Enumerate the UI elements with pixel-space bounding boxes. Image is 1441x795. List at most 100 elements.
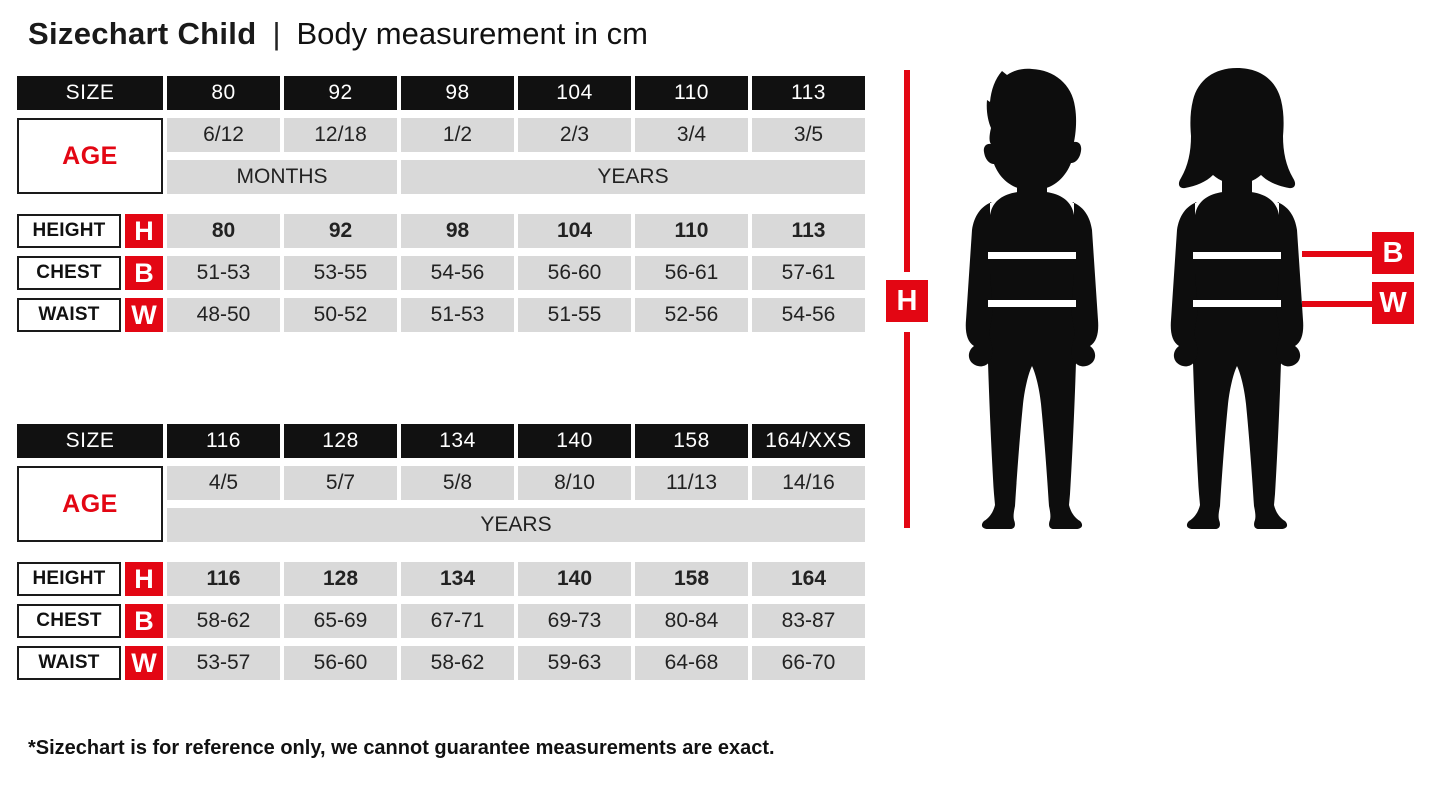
height-cell: 92 — [284, 214, 397, 248]
title-separator: | — [272, 16, 281, 51]
chest-cell: 80-84 — [635, 604, 748, 638]
size-cell: 164/XXS — [752, 424, 865, 458]
chest-cell: 69-73 — [518, 604, 631, 638]
chest-cell: 58-62 — [167, 604, 280, 638]
age-header: AGE — [17, 118, 163, 194]
girl-silhouette — [1150, 64, 1325, 534]
waist-cell: 51-53 — [401, 298, 514, 332]
size-cell: 128 — [284, 424, 397, 458]
waist-label: WAIST — [17, 646, 121, 680]
chest-measure-line — [1302, 251, 1372, 257]
height-marker-badge: H — [886, 280, 928, 322]
footnote: *Sizechart is for reference only, we can… — [28, 737, 775, 759]
size-cell: 134 — [401, 424, 514, 458]
age-cell: 3/5 — [752, 118, 865, 152]
waist-marker-badge: W — [1372, 282, 1414, 324]
boy-left-arm — [965, 202, 993, 367]
size-header: SIZE — [17, 424, 163, 458]
height-cell: 104 — [518, 214, 631, 248]
age-header: AGE — [17, 466, 163, 542]
girl-torso — [1193, 182, 1281, 364]
waist-cell: 54-56 — [752, 298, 865, 332]
age-unit-months: MONTHS — [167, 160, 397, 194]
age-unit-years: YEARS — [167, 508, 865, 542]
age-cell: 2/3 — [518, 118, 631, 152]
waist-cell: 48-50 — [167, 298, 280, 332]
size-cell: 98 — [401, 76, 514, 110]
boy-torso — [988, 182, 1076, 364]
age-cell: 12/18 — [284, 118, 397, 152]
boy-waist-line — [988, 300, 1076, 307]
size-cell: 104 — [518, 76, 631, 110]
boy-chest-line — [988, 252, 1076, 259]
height-label: HEIGHT — [17, 562, 121, 596]
height-letter-badge: H — [125, 214, 163, 248]
girl-right-leg — [1237, 362, 1288, 529]
girl-right-arm — [1276, 202, 1304, 367]
sizechart-table-large: SIZE 116 128 134 140 158 164/XXS AGE 4/5… — [17, 424, 865, 680]
height-cell: 110 — [635, 214, 748, 248]
chest-label: CHEST — [17, 604, 121, 638]
size-cell: 80 — [167, 76, 280, 110]
waist-measure-line — [1302, 301, 1372, 307]
boy-left-leg — [981, 362, 1032, 529]
height-cell: 134 — [401, 562, 514, 596]
age-cell: 5/7 — [284, 466, 397, 500]
age-cell: 1/2 — [401, 118, 514, 152]
waist-letter-badge: W — [125, 646, 163, 680]
height-cell: 113 — [752, 214, 865, 248]
chest-cell: 57-61 — [752, 256, 865, 290]
height-cell: 116 — [167, 562, 280, 596]
waist-cell: 56-60 — [284, 646, 397, 680]
age-cell: 8/10 — [518, 466, 631, 500]
height-measure-line-bottom — [904, 332, 910, 528]
size-cell: 110 — [635, 76, 748, 110]
waist-cell: 50-52 — [284, 298, 397, 332]
chest-cell: 56-60 — [518, 256, 631, 290]
age-cell: 5/8 — [401, 466, 514, 500]
boy-right-leg — [1032, 362, 1083, 529]
chest-cell: 56-61 — [635, 256, 748, 290]
height-cell: 98 — [401, 214, 514, 248]
age-cell: 3/4 — [635, 118, 748, 152]
boy-head — [983, 68, 1082, 189]
age-cell: 4/5 — [167, 466, 280, 500]
waist-cell: 64-68 — [635, 646, 748, 680]
boy-silhouette-svg — [965, 68, 1099, 529]
waist-cell: 52-56 — [635, 298, 748, 332]
girl-chest-line — [1193, 252, 1281, 259]
size-cell: 113 — [752, 76, 865, 110]
chest-letter-badge: B — [125, 604, 163, 638]
girl-head — [1178, 68, 1296, 189]
size-cell: 140 — [518, 424, 631, 458]
waist-cell: 58-62 — [401, 646, 514, 680]
sizechart-table-small: SIZE 80 92 98 104 110 113 AGE 6/12 12/18… — [17, 76, 865, 332]
girl-left-leg — [1186, 362, 1237, 529]
height-cell: 164 — [752, 562, 865, 596]
chest-cell: 51-53 — [167, 256, 280, 290]
girl-left-arm — [1170, 202, 1198, 367]
size-header: SIZE — [17, 76, 163, 110]
chest-cell: 67-71 — [401, 604, 514, 638]
height-cell: 140 — [518, 562, 631, 596]
chest-marker-badge: B — [1372, 232, 1414, 274]
age-unit-years: YEARS — [401, 160, 865, 194]
height-cell: 128 — [284, 562, 397, 596]
age-cell: 11/13 — [635, 466, 748, 500]
chest-label: CHEST — [17, 256, 121, 290]
height-letter-badge: H — [125, 562, 163, 596]
height-cell: 80 — [167, 214, 280, 248]
height-measure-line-top — [904, 70, 910, 272]
waist-label: WAIST — [17, 298, 121, 332]
chest-cell: 83-87 — [752, 604, 865, 638]
title-main: Sizechart Child — [28, 16, 257, 51]
size-cell: 116 — [167, 424, 280, 458]
title-subtitle: Body measurement in cm — [296, 16, 648, 51]
age-cell: 14/16 — [752, 466, 865, 500]
age-cell: 6/12 — [167, 118, 280, 152]
chest-cell: 65-69 — [284, 604, 397, 638]
girl-silhouette-svg — [1170, 68, 1304, 529]
waist-cell: 53-57 — [167, 646, 280, 680]
height-cell: 158 — [635, 562, 748, 596]
